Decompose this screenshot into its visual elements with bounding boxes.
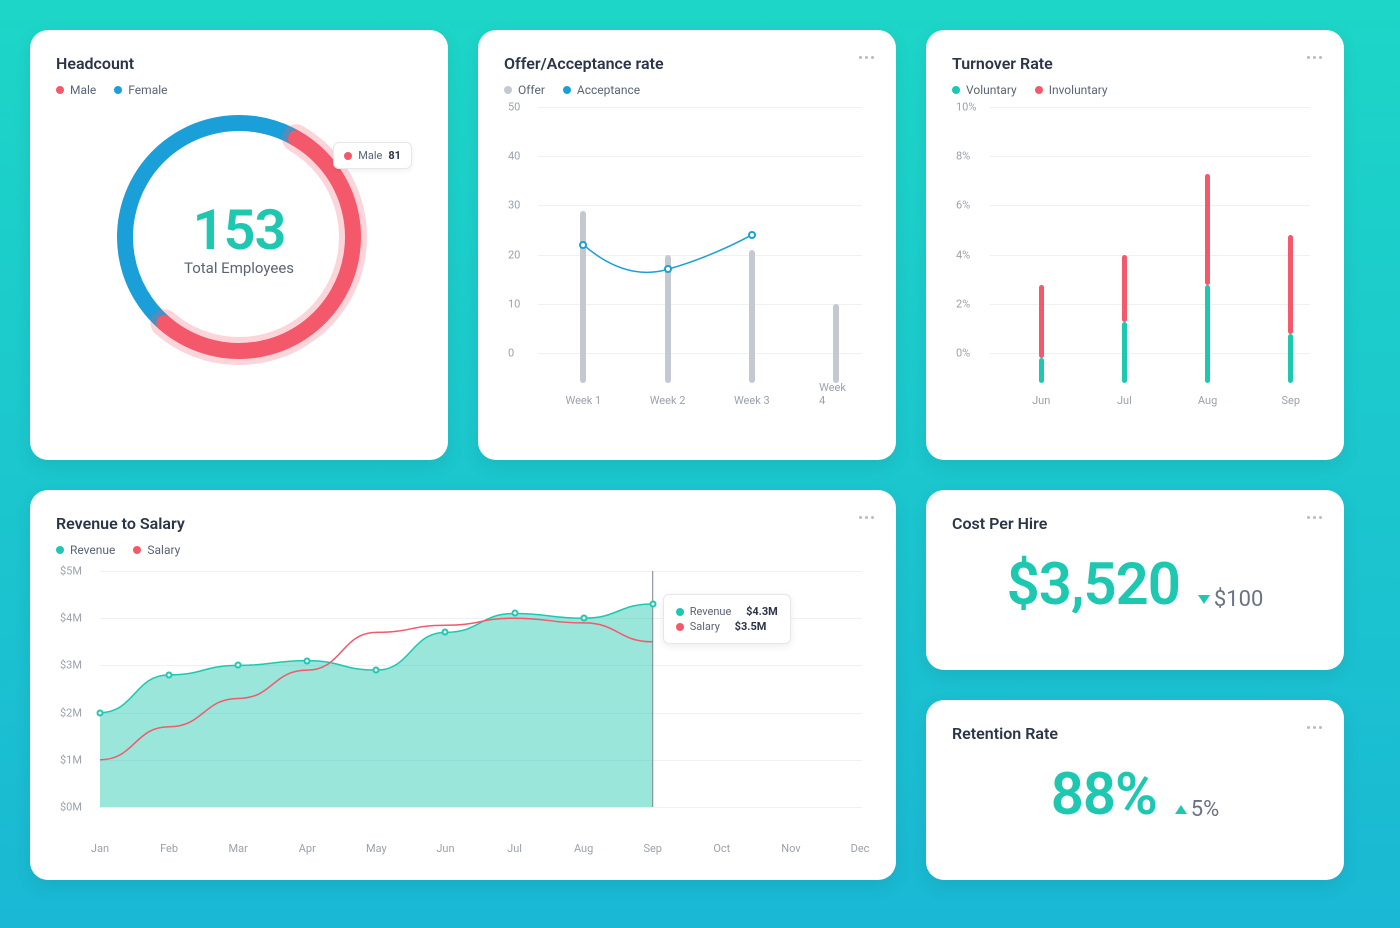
revenue-tooltip: Revenue $4.3MSalary $3.5M [663, 594, 791, 644]
dot-icon [56, 546, 64, 554]
more-icon[interactable] [1304, 720, 1324, 734]
turnover-chart: 0%2%4%6%8%10%JunJulAugSep [952, 107, 1318, 407]
retention-value: 88% [1051, 761, 1157, 829]
dot-icon [1035, 86, 1043, 94]
retention-delta-value: 5% [1191, 797, 1219, 822]
legend-label: Male [70, 83, 96, 97]
headcount-title: Headcount [56, 54, 422, 73]
retention-card: Retention Rate 88% 5% [926, 700, 1344, 880]
cost-title: Cost Per Hire [952, 514, 1318, 533]
dot-icon [344, 152, 352, 160]
cost-card: Cost Per Hire $3,520 $100 [926, 490, 1344, 670]
retention-title: Retention Rate [952, 724, 1318, 743]
tooltip-label: Male [358, 149, 382, 162]
dot-icon [504, 86, 512, 94]
legend-label: Involuntary [1049, 83, 1108, 97]
legend-label: Offer [518, 83, 545, 97]
dot-icon [563, 86, 571, 94]
cost-value: $3,520 [1007, 551, 1180, 619]
legend-label: Revenue [70, 543, 115, 557]
more-icon[interactable] [856, 50, 876, 64]
legend-label: Voluntary [966, 83, 1017, 97]
offer-title: Offer/Acceptance rate [504, 54, 870, 73]
legend-salary: Salary [133, 543, 180, 557]
offer-card: Offer/Acceptance rate Offer Acceptance 0… [478, 30, 896, 460]
legend-label: Acceptance [577, 83, 640, 97]
cost-kpi: $3,520 $100 [952, 551, 1318, 619]
turnover-title: Turnover Rate [952, 54, 1318, 73]
cost-delta-value: $100 [1214, 587, 1263, 612]
retention-delta: 5% [1175, 797, 1219, 822]
donut-total: 153 [184, 197, 294, 263]
dot-icon [952, 86, 960, 94]
more-icon[interactable] [1304, 510, 1324, 524]
dot-icon [56, 86, 64, 94]
legend-male: Male [56, 83, 96, 97]
cost-delta: $100 [1198, 587, 1263, 612]
legend-offer: Offer [504, 83, 545, 97]
donut-sublabel: Total Employees [184, 259, 294, 277]
revenue-legend: Revenue Salary [56, 543, 870, 557]
caret-down-icon [1198, 595, 1210, 604]
legend-revenue: Revenue [56, 543, 115, 557]
headcount-legend: Male Female [56, 83, 422, 97]
more-icon[interactable] [1304, 50, 1324, 64]
donut-center: 153 Total Employees [184, 197, 294, 277]
revenue-chart: $0M$1M$2M$3M$4M$5MJanFebMarAprMayJunJulA… [56, 571, 870, 855]
offer-legend: Offer Acceptance [504, 83, 870, 97]
turnover-legend: Voluntary Involuntary [952, 83, 1318, 97]
revenue-title: Revenue to Salary [56, 514, 870, 533]
caret-up-icon [1175, 805, 1187, 814]
revenue-card: Revenue to Salary Revenue Salary $0M$1M$… [30, 490, 896, 880]
legend-acceptance: Acceptance [563, 83, 640, 97]
offer-chart: 01020304050Week 1Week 2Week 3Week 4 [504, 107, 870, 407]
dot-icon [133, 546, 141, 554]
legend-label: Female [128, 83, 167, 97]
legend-voluntary: Voluntary [952, 83, 1017, 97]
retention-kpi: 88% 5% [952, 761, 1318, 829]
legend-involuntary: Involuntary [1035, 83, 1108, 97]
turnover-card: Turnover Rate Voluntary Involuntary 0%2%… [926, 30, 1344, 460]
tooltip-value: 81 [388, 149, 401, 162]
dot-icon [114, 86, 122, 94]
more-icon[interactable] [856, 510, 876, 524]
headcount-card: Headcount Male Female 153 Total Employee… [30, 30, 448, 460]
legend-label: Salary [147, 543, 180, 557]
headcount-donut: 153 Total Employees Male 81 [56, 107, 422, 367]
donut-tooltip: Male 81 [333, 142, 412, 169]
legend-female: Female [114, 83, 167, 97]
